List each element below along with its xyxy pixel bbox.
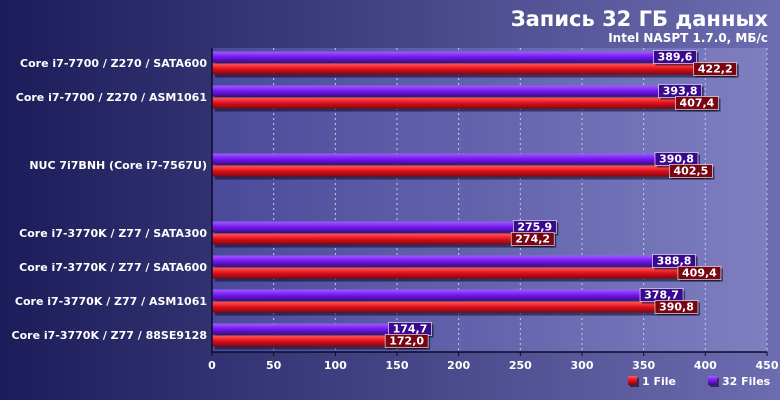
value-label-box <box>693 62 738 76</box>
bar-1-file <box>212 63 733 75</box>
x-tick-label: 50 <box>266 359 282 372</box>
value-label: 409,4 <box>682 267 717 280</box>
value-label: 388,8 <box>657 255 692 268</box>
bars <box>212 51 736 350</box>
legend-label: 1 File <box>642 375 676 388</box>
x-tick-label: 350 <box>632 359 655 372</box>
category-label: Core i7-3770K / Z77 / 88SE9128 <box>12 329 207 342</box>
value-label: 393,8 <box>663 85 698 98</box>
bar-1-file <box>212 335 425 347</box>
bar-1-file <box>212 97 715 109</box>
bar-32-files <box>212 255 692 267</box>
x-tick-label: 400 <box>694 359 717 372</box>
category-labels: Core i7-7700 / Z270 / SATA600 Core i7-770… <box>12 57 208 342</box>
value-label: 389,6 <box>658 51 693 64</box>
bar-32-files <box>212 85 698 97</box>
value-label-box <box>677 266 722 280</box>
value-label: 407,4 <box>680 97 715 110</box>
legend: 1 File 32 Files <box>628 375 771 388</box>
bar-1-file <box>212 233 551 245</box>
category-label: Core i7-7700 / Z270 / ASM1061 <box>16 91 207 104</box>
value-label: 402,5 <box>674 165 709 178</box>
value-label-box <box>675 96 719 110</box>
value-label-box <box>510 232 555 246</box>
bar-1-file <box>212 165 709 177</box>
legend-swatch <box>708 376 717 385</box>
bar-32-files <box>212 221 553 233</box>
value-label: 422,2 <box>698 63 733 76</box>
legend-swatch <box>628 376 637 385</box>
x-tick-label: 200 <box>447 359 470 372</box>
x-tick-label: 0 <box>208 359 216 372</box>
value-labels: 389,6422,2393,8407,4390,8402,5275,9274,2… <box>384 50 739 350</box>
category-label: Core i7-3770K / Z77 / SATA600 <box>19 261 207 274</box>
value-label: 390,8 <box>659 301 694 314</box>
value-label: 390,8 <box>659 153 694 166</box>
value-label: 174,7 <box>393 323 428 336</box>
value-label-box <box>654 300 699 314</box>
bar-1-file <box>212 267 717 279</box>
value-label-box <box>652 254 696 268</box>
category-label: Core i7-3770K / Z77 / SATA300 <box>19 227 207 240</box>
bar-32-files <box>212 153 694 165</box>
x-tick-label: 250 <box>509 359 532 372</box>
category-label: Core i7-3770K / Z77 / ASM1061 <box>15 295 207 308</box>
value-label: 172,0 <box>389 335 424 348</box>
chart-subtitle: Intel NASPT 1.7.0, МБ/с <box>608 31 768 45</box>
value-label-box <box>669 164 713 178</box>
category-label: NUC 7i7BNH (Core i7-7567U) <box>29 159 207 172</box>
bar-32-files <box>212 323 428 335</box>
bar-32-files <box>212 51 693 63</box>
value-label: 378,7 <box>644 289 679 302</box>
value-label-box <box>384 334 429 348</box>
category-label: Core i7-7700 / Z270 / SATA600 <box>20 57 207 70</box>
value-label: 274,2 <box>515 233 550 246</box>
x-tick-label: 450 <box>756 359 779 372</box>
x-tick-label: 150 <box>386 359 409 372</box>
chart-title: Запись 32 ГБ данных <box>511 7 769 31</box>
value-label: 275,9 <box>517 221 552 234</box>
x-tick-label: 300 <box>571 359 594 372</box>
value-label-box <box>653 50 697 64</box>
bar-32-files <box>212 289 680 301</box>
legend-label: 32 Files <box>722 375 771 388</box>
x-tick-label: 100 <box>324 359 347 372</box>
bar-1-file <box>212 301 694 313</box>
